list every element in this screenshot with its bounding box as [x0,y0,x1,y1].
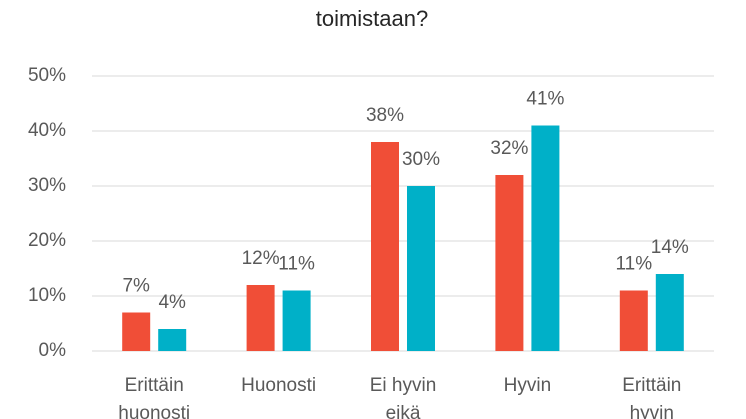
x-tick-label: Erittäin huonosti [118,375,190,419]
bar [122,312,151,351]
x-tick-label: Ei hyvin eikä [370,375,437,419]
data-label: 4% [158,292,186,313]
bar [282,290,311,351]
y-tick-label: 10% [28,285,66,306]
y-tick-label: 30% [28,175,66,196]
x-tick-label: Huonosti [241,375,316,396]
x-tick-label: Erittäin hyvin [622,375,681,419]
bar [371,142,399,351]
bar [495,175,524,351]
data-label: 30% [402,149,440,170]
y-tick-label: 0% [39,340,67,361]
x-tick-label: Hyvin [504,375,552,396]
bar [158,329,187,351]
y-tick-label: 40% [28,120,66,141]
data-label: 11% [278,254,315,275]
bar [407,186,435,351]
y-tick-label: 50% [28,65,66,86]
chart-title: toimistaan? [316,6,429,31]
data-label: 32% [490,138,528,159]
data-label: 7% [122,276,150,297]
bar [246,285,275,351]
data-label: 12% [242,248,280,269]
data-label: 38% [366,105,404,126]
bar [619,290,648,351]
bar [655,274,684,351]
data-label: 41% [526,89,564,110]
data-label: 14% [651,237,689,258]
bar [531,125,560,351]
y-tick-label: 20% [28,230,66,251]
data-label: 11% [615,254,652,275]
